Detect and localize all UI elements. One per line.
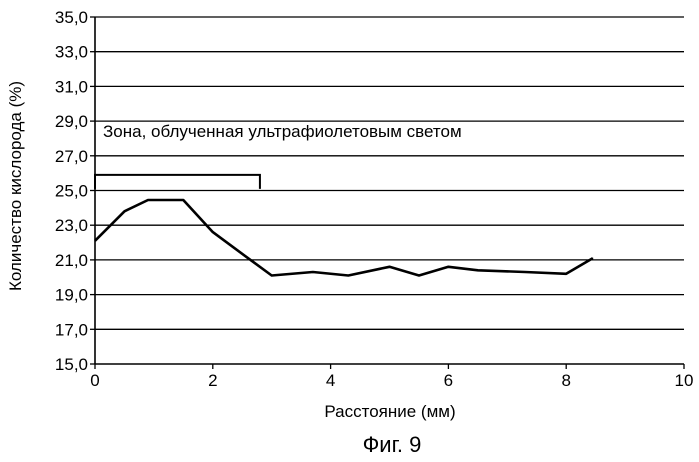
y-tick-label-0: 15,0: [55, 355, 88, 374]
data-point-11: [448, 266, 449, 267]
data-point-1: [124, 211, 125, 212]
x-tick-label-3: 6: [444, 371, 453, 390]
y-tick-label-6: 27,0: [55, 147, 88, 166]
y-tick-label-8: 31,0: [55, 77, 88, 96]
y-tick-labels: 15,0 17,0 19,0 21,0 23,0 25,0 27,0 29,0 31,0 33,0…: [55, 8, 88, 374]
data-point-2: [147, 199, 148, 200]
y-tick-label-10: 35,0: [55, 8, 88, 27]
series-line-0: [95, 200, 593, 276]
x-tick-label-2: 4: [326, 371, 335, 390]
figure-caption: Фиг. 9: [363, 432, 422, 457]
y-axis-label: Количество кислорода (%): [6, 81, 25, 291]
series-group: [94, 199, 593, 276]
data-point-9: [389, 266, 390, 267]
uv-zone-label: Зона, облученная ультрафиолетовым светом: [103, 122, 462, 141]
data-point-15: [592, 258, 593, 259]
x-tick-label-5: 10: [675, 371, 694, 390]
data-point-12: [477, 270, 478, 271]
axes: [90, 17, 684, 369]
x-tick-label-0: 0: [90, 371, 99, 390]
data-point-0: [94, 240, 95, 241]
data-point-4: [212, 232, 213, 233]
data-point-14: [566, 273, 567, 274]
x-tick-label-4: 8: [561, 371, 570, 390]
uv-zone-bracket: [95, 175, 260, 189]
data-point-3: [183, 199, 184, 200]
y-tick-label-4: 23,0: [55, 216, 88, 235]
data-point-5: [248, 258, 249, 259]
data-point-10: [418, 275, 419, 276]
y-tick-label-2: 19,0: [55, 286, 88, 305]
y-tick-label-7: 29,0: [55, 112, 88, 131]
y-tick-label-1: 17,0: [55, 320, 88, 339]
y-tick-label-3: 21,0: [55, 251, 88, 270]
data-point-13: [524, 271, 525, 272]
y-tick-label-9: 33,0: [55, 43, 88, 62]
x-axis-label: Расстояние (мм): [324, 402, 455, 421]
data-point-7: [312, 271, 313, 272]
x-tick-labels: 0 2 4 6 8 10: [90, 371, 693, 390]
data-point-8: [348, 275, 349, 276]
x-tick-label-1: 2: [208, 371, 217, 390]
y-tick-label-5: 25,0: [55, 182, 88, 201]
data-point-6: [271, 275, 272, 276]
grid-lines: [95, 17, 684, 329]
